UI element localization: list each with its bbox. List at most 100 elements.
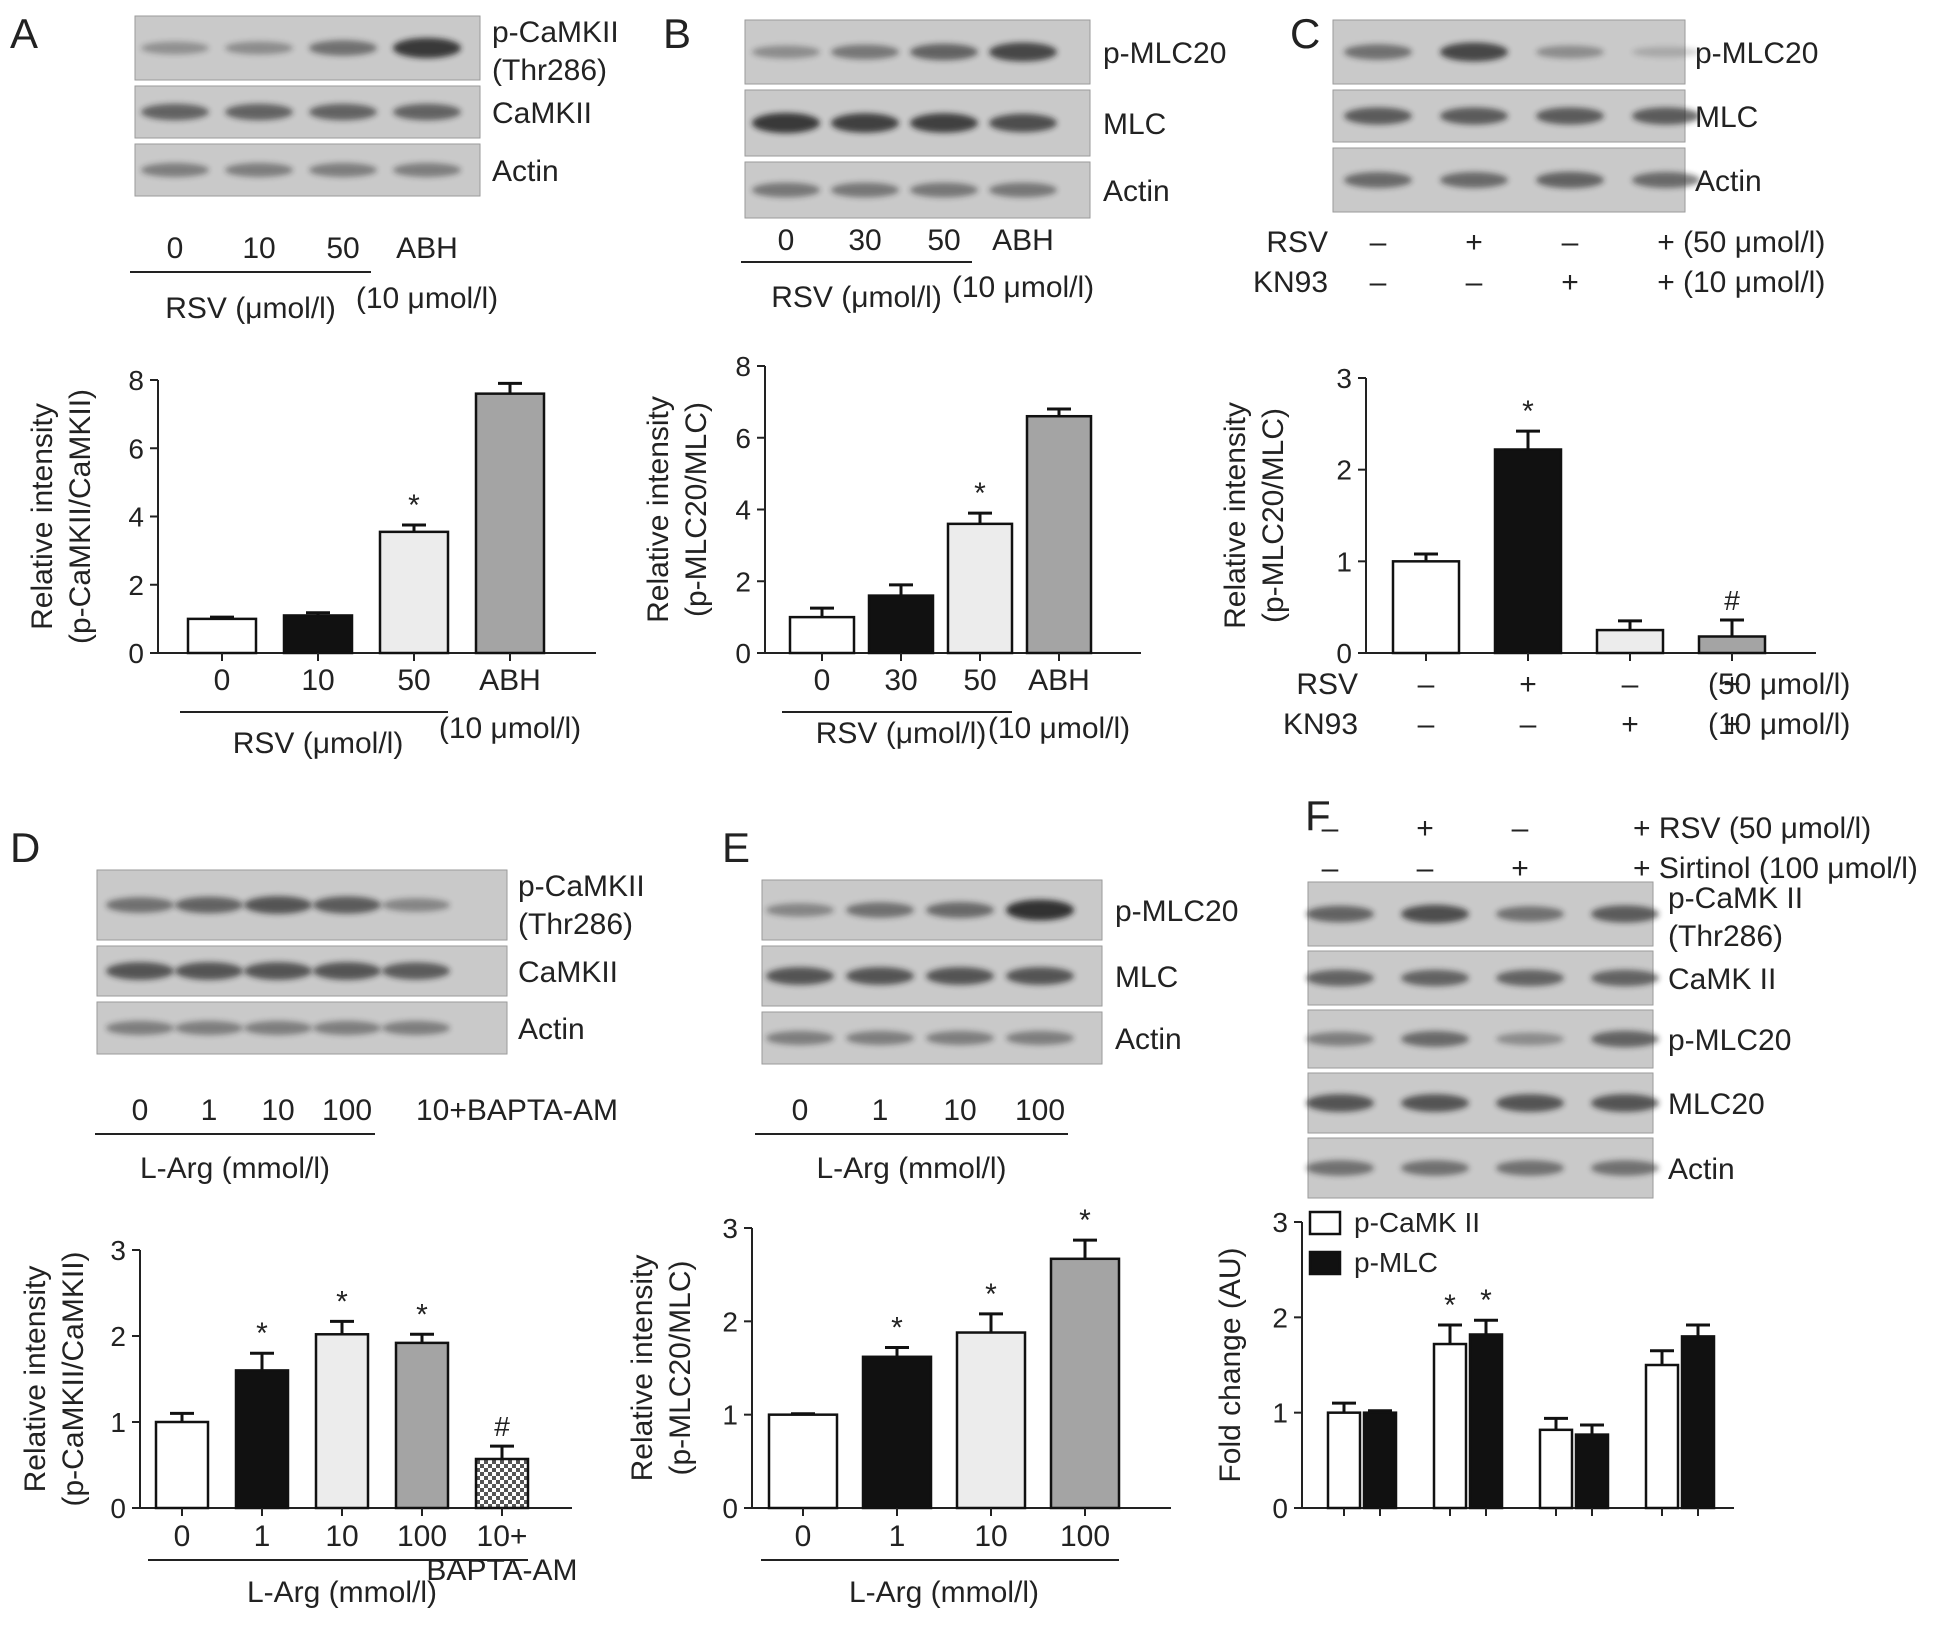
- blot-band: [752, 45, 820, 59]
- blot-row-label: Actin: [518, 1013, 585, 1046]
- bar: [378, 530, 450, 655]
- treatment-sign: –: [1562, 226, 1579, 259]
- treatment-sign: –: [1322, 812, 1339, 845]
- significance-star: *: [1480, 1284, 1492, 1317]
- blot-band: [1401, 904, 1469, 924]
- significance-star: *: [408, 489, 420, 522]
- blot-row-label: MLC: [1695, 101, 1758, 134]
- treatment-name: RSV: [1296, 668, 1358, 701]
- blot-row-label: (Thr286): [1668, 920, 1783, 953]
- treatment-name: KN93: [1283, 708, 1358, 741]
- bar: [314, 1333, 370, 1510]
- blot-band: [309, 162, 377, 178]
- group-label: L-Arg (mmol/l): [140, 1152, 330, 1185]
- bar: [1680, 1335, 1716, 1510]
- blot-band: [752, 112, 820, 134]
- significance-star: *: [1079, 1204, 1091, 1237]
- blot-band: [910, 43, 978, 61]
- blot-row-label: CaMKII: [492, 97, 592, 130]
- bar: [788, 615, 856, 655]
- blot-band: [313, 962, 381, 980]
- blot-band: [1401, 1160, 1469, 1176]
- blot-band: [1496, 1160, 1564, 1176]
- blot-band: [1006, 899, 1074, 921]
- blot-band: [831, 113, 899, 133]
- bar: [861, 1355, 933, 1510]
- blot-band: [831, 182, 899, 198]
- blot-band: [1440, 42, 1508, 62]
- blot-band: [175, 896, 243, 914]
- bar: [1432, 1342, 1468, 1510]
- y-axis-label: (p-CaMKII/CaMKII): [57, 1251, 90, 1506]
- blot-band: [926, 967, 994, 985]
- blot-band: [225, 41, 293, 55]
- blot-band: [1006, 1030, 1074, 1046]
- legend-label: p-CaMK II: [1354, 1207, 1480, 1238]
- blot-row-label: (Thr286): [492, 54, 607, 87]
- lane-label: 50: [326, 232, 359, 265]
- y-tick-label: 6: [735, 423, 751, 454]
- blot-row-label: Actin: [1103, 175, 1170, 208]
- group-label: RSV (μmol/l): [233, 727, 404, 760]
- y-axis-label: Relative intensity: [26, 403, 59, 630]
- y-axis-label: (p-MLC20/MLC): [664, 1260, 697, 1475]
- panel-letter: C: [1290, 10, 1320, 57]
- bar: [1362, 1411, 1398, 1510]
- x-tick-label: 50: [397, 664, 430, 697]
- y-axis-label: Relative intensity: [642, 396, 675, 623]
- bar: [867, 594, 935, 655]
- blot-band: [1632, 107, 1700, 125]
- blot-band: [910, 182, 978, 198]
- y-tick-label: 1: [1272, 1398, 1288, 1429]
- y-tick-label: 1: [722, 1400, 738, 1431]
- blot-band: [1496, 1094, 1564, 1112]
- blot-band: [175, 962, 243, 980]
- lane-label: 0: [792, 1094, 809, 1127]
- x-tick-label: 10: [301, 664, 334, 697]
- blot-band: [244, 962, 312, 980]
- y-axis-label: Relative intensity: [626, 1255, 659, 1482]
- blot-band: [1440, 107, 1508, 125]
- y-tick-label: 0: [128, 638, 144, 669]
- blot-band: [910, 113, 978, 133]
- significance-star: *: [256, 1317, 268, 1350]
- y-tick-label: 4: [735, 495, 751, 526]
- blot-band: [1591, 1030, 1659, 1048]
- blot-band: [141, 162, 209, 178]
- treatment-sign: +: [1465, 226, 1483, 259]
- significance-hash: #: [1724, 585, 1740, 616]
- lane-label: 1: [201, 1094, 218, 1127]
- blot-band: [989, 182, 1057, 198]
- treatment-sign: +: [1511, 852, 1529, 885]
- y-tick-label: 2: [128, 570, 144, 601]
- blot-band: [1496, 906, 1564, 922]
- blot-row-label: CaMKII: [518, 956, 618, 989]
- blot-band: [1306, 1094, 1374, 1112]
- significance-star: *: [891, 1311, 903, 1344]
- blot-band: [1591, 905, 1659, 923]
- blot-row-label: p-MLC20: [1695, 37, 1818, 70]
- bar: [1697, 635, 1767, 655]
- treatment-sign: +: [1723, 668, 1741, 701]
- lane-label: 10: [261, 1094, 294, 1127]
- lane-label: 1: [872, 1094, 889, 1127]
- blot-band: [766, 903, 834, 917]
- x-tick-label: 0: [214, 664, 231, 697]
- dose-label: (10 μmol/l): [952, 271, 1094, 304]
- blot-row-label: MLC: [1103, 108, 1166, 141]
- lane-label: 10: [242, 232, 275, 265]
- blot-row-label: Actin: [492, 155, 559, 188]
- bar: [1538, 1428, 1574, 1510]
- treatment-sign: –: [1418, 708, 1435, 741]
- y-axis-label: (p-MLC20/MLC): [680, 402, 713, 617]
- bar: [1493, 448, 1563, 655]
- x-tick-label: 50: [963, 664, 996, 697]
- blot-band: [309, 103, 377, 121]
- blot-row-label: Actin: [1115, 1023, 1182, 1056]
- bar: [1468, 1333, 1504, 1510]
- group-label: L-Arg (mmol/l): [816, 1152, 1006, 1185]
- blot-row-label: Actin: [1695, 165, 1762, 198]
